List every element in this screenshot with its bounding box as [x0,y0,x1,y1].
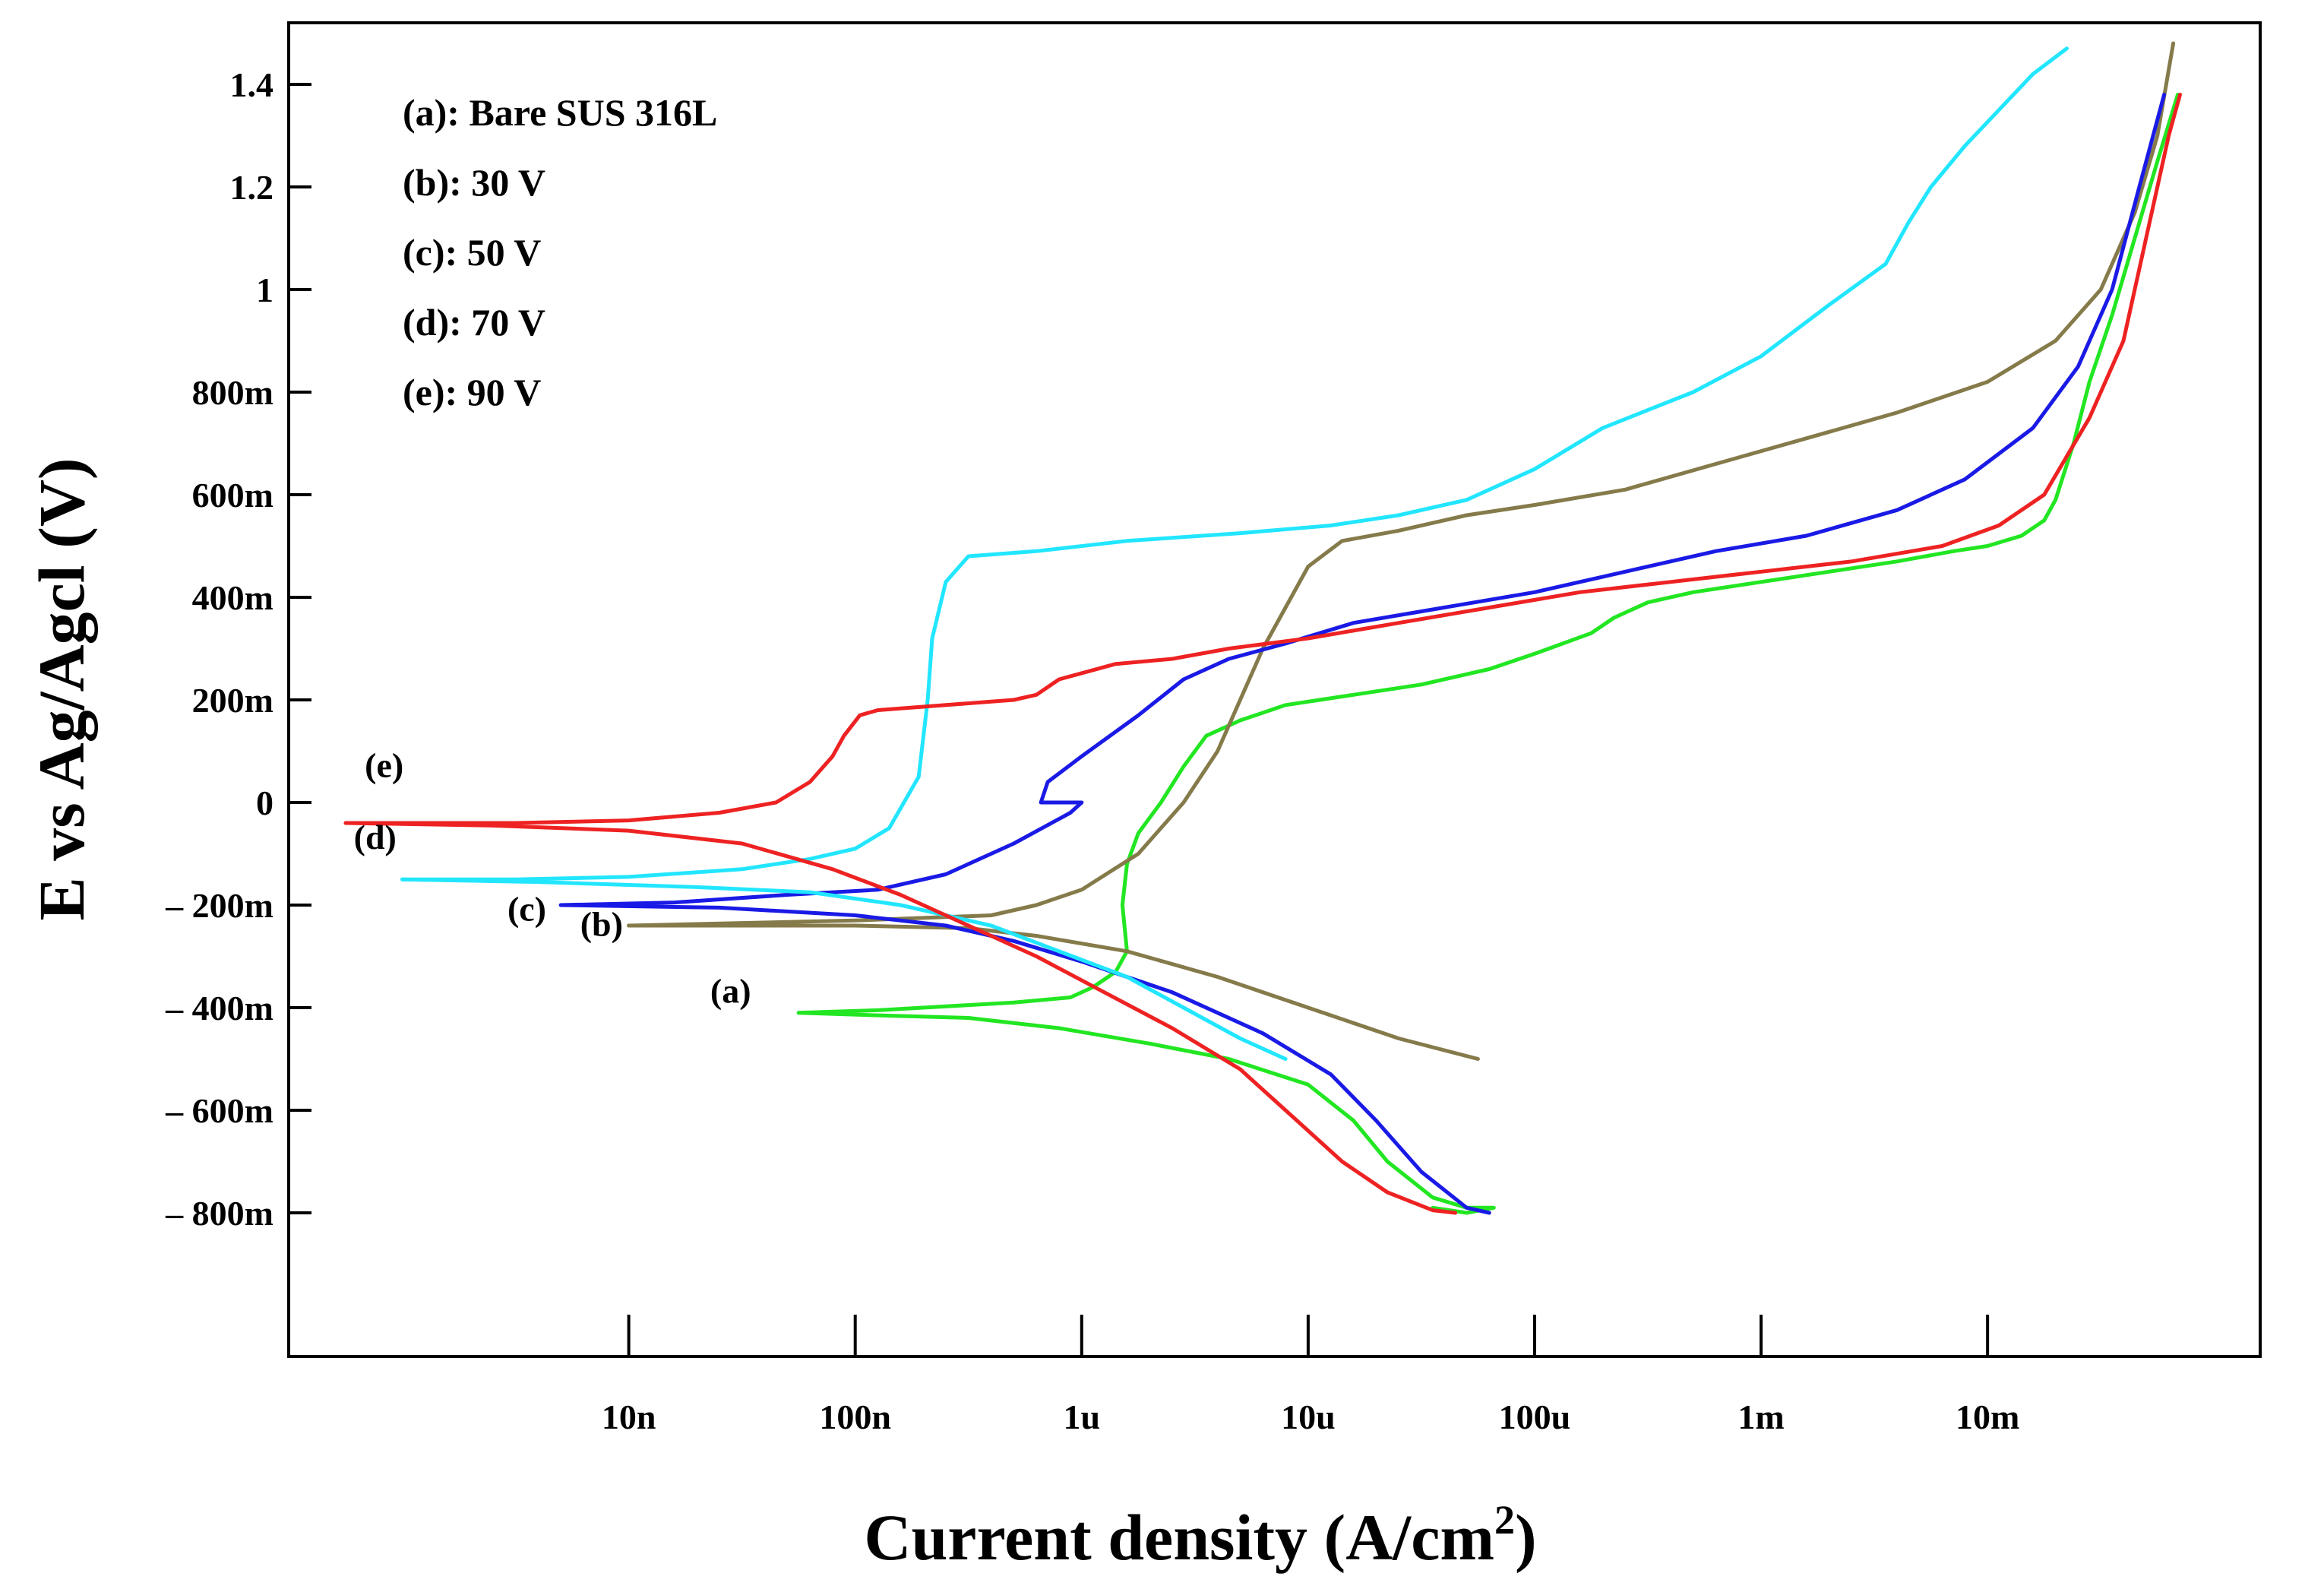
curve-label-b: (b) [580,905,623,944]
series-line-cathodic-c [558,903,1491,1215]
series-line-cathodic-d [400,877,1288,1061]
y-axis-title: E vs Ag/Agcl (V) [25,457,98,920]
curve-labels: (a) (b) (c) (d) (e) [354,745,751,1010]
x-tick-label: 100n [819,1397,891,1436]
x-axis-title-superscript: 2 [1494,1497,1515,1543]
y-tick-label: 800m [192,373,274,412]
y-tick-label: 200m [192,681,274,720]
curve-label-e: (e) [365,745,403,784]
series-line-cathodic-b [627,923,1480,1061]
curve-label-d: (d) [354,818,397,856]
legend: (a): Bare SUS 316L (b): 30 V (c): 50 V (d):… [403,91,717,413]
series-line-anodic-e [343,93,2182,825]
x-tick-label: 1u [1063,1397,1100,1436]
x-tick-label: 10m [1956,1397,2019,1436]
legend-entry: (b): 30 V [403,161,545,204]
series-line-cathodic-e [343,821,1458,1215]
series-line-anodic-c [558,93,2167,907]
series-line-cathodic-a [796,1011,1496,1215]
x-axis-title-close: ) [1515,1501,1537,1574]
plot-frame [287,21,2262,1358]
x-axis-ticks: 10n 100n 1u 10u 100u 1m 10m [602,1315,2019,1436]
y-tick-label: 400m [192,578,274,617]
legend-entry: (c): 50 V [403,231,541,274]
x-axis-title-main: Current density (A/cm [864,1501,1494,1574]
x-tick-label: 10u [1281,1397,1336,1436]
y-tick-label: – 400m [165,989,274,1027]
y-tick-label: 1.4 [230,65,274,104]
y-tick-label: – 800m [165,1194,274,1233]
x-tick-label: 1m [1737,1397,1784,1436]
curve-label-a: (a) [710,971,751,1010]
y-tick-label: 1 [256,271,274,309]
y-tick-label: 0 [256,783,274,822]
x-tick-label: 10n [602,1397,656,1436]
y-tick-label: 600m [192,476,274,514]
series-layer [343,41,2182,1215]
curve-label-c: (c) [507,889,546,928]
y-tick-label: 1.2 [230,168,274,207]
x-tick-label: 100u [1499,1397,1571,1436]
x-axis-title: Current density (A/cm2) [864,1497,1536,1574]
legend-entry: (d): 70 V [403,301,545,343]
y-tick-label: – 600m [165,1091,274,1130]
y-tick-label: – 200m [165,886,274,925]
series-line-anodic-a [796,93,2180,1015]
series-line-anodic-d [400,46,2069,882]
legend-entry: (e): 90 V [403,371,541,413]
series-line-anodic-b [627,41,2176,928]
legend-entry: (a): Bare SUS 316L [403,91,717,134]
y-axis-ticks: 1.4 1.2 1 800m 600m 400m 200m 0 – 200m – 400m – 60… [165,65,311,1233]
